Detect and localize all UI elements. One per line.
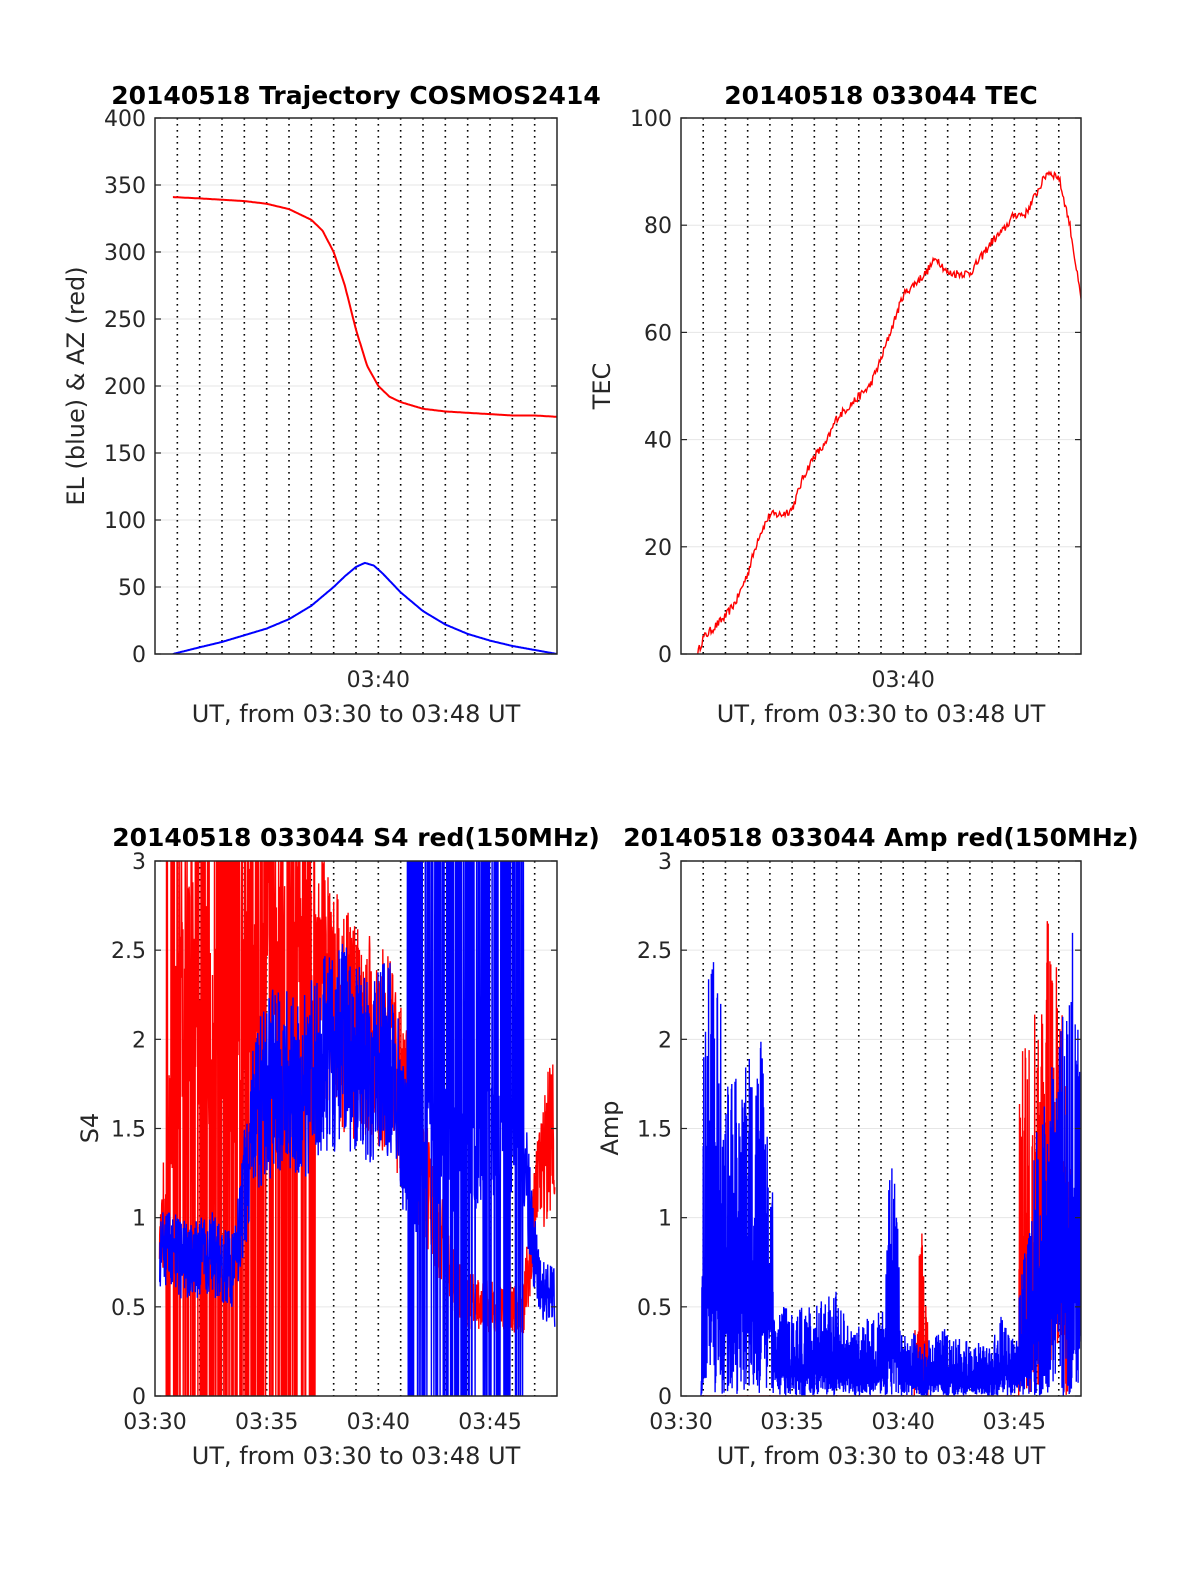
trajectory-ytick-label: 200 [104, 375, 146, 400]
amp-ytick-label: 0.5 [637, 1296, 672, 1321]
tec-xlabel: UT, from 03:30 to 03:48 UT [717, 700, 1046, 728]
trajectory-panel: 20140518 Trajectory COSMOS2414 EL (blue)… [62, 81, 601, 728]
tec-ytick-label: 80 [644, 214, 672, 239]
amp-ytick-label: 1.5 [637, 1118, 672, 1143]
s4-xtick-label: 03:30 [123, 1410, 186, 1435]
trajectory-xlabel: UT, from 03:30 to 03:48 UT [192, 700, 521, 728]
tec-ytick-label: 40 [644, 429, 672, 454]
trajectory-ylabel: EL (blue) & AZ (red) [62, 266, 90, 505]
trajectory-ytick-label: 350 [104, 174, 146, 199]
s4-ytick-label: 1 [132, 1207, 146, 1232]
amp-panel: 20140518 033044 Amp red(150MHz) Amp UT, … [596, 823, 1139, 1470]
trajectory-ytick-label: 250 [104, 308, 146, 333]
s4-ytick-label: 0 [132, 1385, 146, 1410]
s4-blue-line [158, 861, 556, 1396]
tec-ytick-label: 20 [644, 536, 672, 561]
s4-series-group [158, 861, 556, 1396]
tec-axes-box [680, 117, 1082, 655]
s4-panel: 20140518 033044 S4 red(150MHz) S4 UT, fr… [76, 823, 600, 1470]
amp-ytick-label: 2 [658, 1028, 672, 1053]
tec-ytick-label: 100 [630, 107, 672, 132]
amp-xtick-label: 03:30 [649, 1410, 712, 1435]
amp-xtick-label: 03:40 [872, 1410, 935, 1435]
amp-xlabel: UT, from 03:30 to 03:48 UT [717, 1442, 1046, 1470]
s4-title: 20140518 033044 S4 red(150MHz) [112, 823, 600, 852]
s4-ytick-label: 3 [132, 850, 146, 875]
trajectory-ytick-label: 150 [104, 442, 146, 467]
s4-ytick-label: 1.5 [111, 1118, 146, 1143]
amp-ylabel: Amp [596, 1100, 624, 1155]
amp-xtick-label: 03:45 [983, 1410, 1046, 1435]
s4-ylabel: S4 [76, 1113, 104, 1144]
amp-ytick-label: 2.5 [637, 939, 672, 964]
tec-ylabel: TEC [588, 363, 616, 411]
amp-ytick-label: 0 [658, 1385, 672, 1410]
trajectory-title: 20140518 Trajectory COSMOS2414 [111, 81, 601, 110]
amp-title: 20140518 033044 Amp red(150MHz) [623, 823, 1139, 852]
s4-ytick-label: 2 [132, 1028, 146, 1053]
tec-series-group [697, 170, 1081, 654]
s4-xlabel: UT, from 03:30 to 03:48 UT [192, 1442, 521, 1470]
s4-ytick-label: 0.5 [111, 1296, 146, 1321]
trajectory-ytick-label: 50 [118, 576, 146, 601]
tec-title: 20140518 033044 TEC [724, 81, 1037, 110]
tec-panel: 20140518 033044 TEC TEC UT, from 03:30 t… [588, 81, 1082, 728]
s4-xtick-label: 03:40 [347, 1410, 410, 1435]
tec-plot-area [681, 118, 1081, 654]
amp-blue-line [700, 932, 1081, 1396]
trajectory-ytick-label: 0 [132, 643, 146, 668]
trajectory-red-line [172, 196, 557, 418]
amp-series-group [700, 921, 1081, 1396]
trajectory-ytick-label: 400 [104, 107, 146, 132]
tec-red-line [697, 170, 1081, 654]
s4-xtick-label: 03:45 [458, 1410, 521, 1435]
tec-ytick-label: 60 [644, 321, 672, 346]
trajectory-series-group [172, 196, 557, 654]
tec-xtick-label: 03:40 [872, 668, 935, 693]
trajectory-ytick-label: 100 [104, 509, 146, 534]
trajectory-ytick-label: 300 [104, 241, 146, 266]
tec-ytick-label: 0 [658, 643, 672, 668]
amp-xtick-label: 03:35 [760, 1410, 823, 1435]
amp-ytick-label: 3 [658, 850, 672, 875]
s4-ytick-label: 2.5 [111, 939, 146, 964]
trajectory-blue-line [172, 561, 557, 654]
s4-xtick-label: 03:35 [235, 1410, 298, 1435]
amp-ytick-label: 1 [658, 1207, 672, 1232]
trajectory-xtick-label: 03:40 [347, 668, 410, 693]
